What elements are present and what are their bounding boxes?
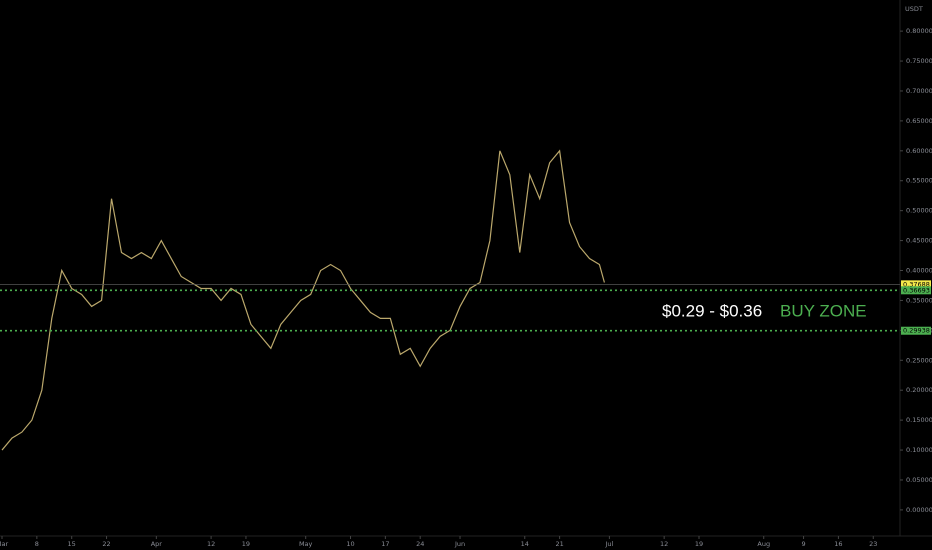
y-tick-label: 0.15000 — [906, 416, 932, 424]
x-tick-label: 17 — [381, 540, 389, 548]
x-tick-label: Aug — [757, 540, 770, 548]
y-tick-label: 0.40000 — [906, 267, 932, 275]
currency-label: USDT — [905, 5, 923, 13]
price-tag — [901, 286, 931, 295]
x-tick-label: 8 — [35, 540, 39, 548]
y-tick-label: 0.80000 — [906, 27, 932, 35]
y-tick-label: 0.00000 — [906, 506, 932, 514]
x-tick-label: 21 — [555, 540, 563, 548]
x-tick-label: 14 — [521, 540, 529, 548]
y-tick-label: 0.25000 — [906, 356, 932, 364]
x-tick-label: 22 — [102, 540, 110, 548]
x-tick-label: 19 — [695, 540, 703, 548]
x-tick-label: Jul — [604, 540, 613, 548]
x-tick-label: 19 — [242, 540, 250, 548]
y-tick-label: 0.45000 — [906, 237, 932, 245]
y-tick-label: 0.55000 — [906, 177, 932, 185]
x-tick-label: 9 — [801, 540, 805, 548]
price-tag — [901, 326, 931, 335]
price-line — [1, 149, 605, 451]
x-tick-label: May — [299, 540, 313, 548]
annotation-range: $0.29 - $0.36 — [662, 301, 762, 320]
x-tick-label: 10 — [346, 540, 354, 548]
y-tick-label: 0.60000 — [906, 147, 932, 155]
price-tag-label: 0.37688 — [903, 280, 930, 288]
x-tick-label: Apr — [151, 540, 163, 548]
price-tag-label: 0.36693 — [903, 286, 930, 294]
x-tick-label: 12 — [660, 540, 668, 548]
y-tick-label: 0.20000 — [906, 386, 932, 394]
x-tick-label: 24 — [416, 540, 424, 548]
y-tick-label: 0.65000 — [906, 117, 932, 125]
x-tick-label: 23 — [869, 540, 877, 548]
price-tag — [901, 280, 931, 289]
y-tick-label: 0.35000 — [906, 296, 932, 304]
y-tick-label: 0.50000 — [906, 207, 932, 215]
x-tick-label: Mar — [0, 540, 8, 548]
x-tick-label: 16 — [834, 540, 842, 548]
x-tick-label: Jun — [454, 540, 465, 548]
x-tick-label: 15 — [68, 540, 76, 548]
price-tag-label: 0.29938 — [903, 327, 930, 335]
annotation-zone: BUY ZONE — [780, 301, 867, 320]
y-tick-label: 0.75000 — [906, 57, 932, 65]
y-tick-label: 0.05000 — [906, 476, 932, 484]
x-tick-label: 12 — [207, 540, 215, 548]
y-tick-label: 0.10000 — [906, 446, 932, 454]
y-tick-label: 0.70000 — [906, 87, 932, 95]
